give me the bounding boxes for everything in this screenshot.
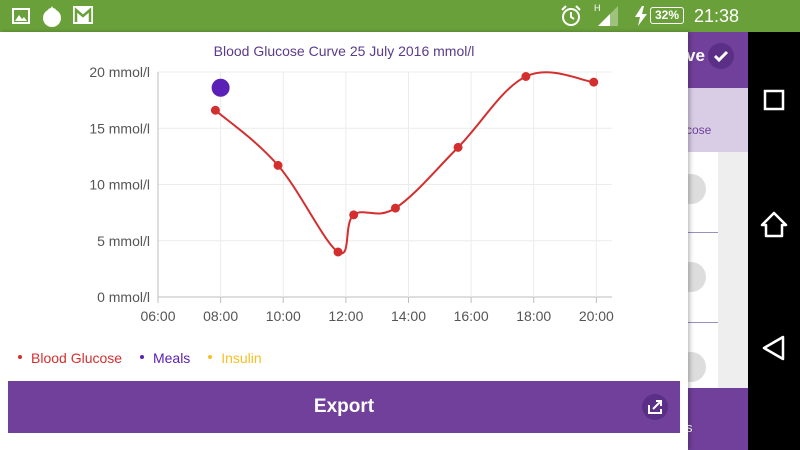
x-tick-label: 06:00 [140,308,175,324]
recents-square-icon[interactable] [758,84,790,116]
gmail-icon [73,6,93,24]
export-label: Export [313,396,375,417]
y-tick-label: 0 mmol/l [97,289,150,305]
y-tick-label: 5 mmol/l [97,233,150,249]
x-tick-label: 12:00 [328,308,363,324]
blood-glucose-line [214,71,594,255]
legend-item-blood-glucose[interactable]: Blood Glucose [18,350,122,366]
legend-label: Insulin [221,350,262,366]
chart-dialog: Blood Glucose Curve 25 July 2016 mmol/l … [0,32,688,450]
blood-glucose-point[interactable] [589,77,599,87]
legend-dot-icon [139,355,144,360]
meal-point[interactable] [211,78,230,97]
blood-glucose-point[interactable] [521,72,531,81]
x-tick-label: 18:00 [516,308,551,324]
background-app: ve cose s [676,32,748,450]
x-tick-label: 10:00 [266,308,301,324]
background-bottom-text: s [686,420,693,435]
x-tick-label: 14:00 [391,308,426,324]
blood-glucose-point[interactable] [210,105,220,115]
background-tab: cose [686,88,748,152]
background-app-header: ve [686,32,748,88]
back-icon[interactable] [758,332,790,364]
legend-dot-icon [18,355,22,360]
legend-item-insulin[interactable]: Insulin [208,350,262,366]
legend-label: Meals [152,350,191,366]
home-icon[interactable] [758,209,790,241]
blood-glucose-point[interactable] [333,247,343,257]
navigation-bar [748,32,800,450]
legend-label: Blood Glucose [31,350,123,366]
blood-glucose-point[interactable] [453,142,463,152]
glucose-chart: Blood Glucose Curve 25 July 2016 mmol/l … [89,43,614,324]
chart-legend: Blood Glucose Meals Insulin [18,350,276,366]
background-tab-label: cose [686,123,712,137]
x-tick-label: 20:00 [579,308,614,324]
y-tick-label: 15 mmol/l [89,120,150,136]
network-type-label: H [594,3,601,13]
export-button[interactable]: Export [8,381,680,433]
list-divider [686,322,718,323]
blood-glucose-point[interactable] [349,210,359,220]
signal-icon [598,6,618,26]
x-tick-label: 16:00 [454,308,489,324]
chart-title: Blood Glucose Curve 25 July 2016 mmol/l [214,43,475,59]
clock-time: 21:38 [694,6,740,26]
background-bottom-bar: s [686,388,748,450]
background-action-text: ve [686,46,705,65]
alarm-icon [561,5,581,26]
blood-glucose-point[interactable] [273,160,283,170]
background-list [676,152,748,390]
legend-dot-icon [208,355,213,360]
status-bar: H 32% 21:38 [0,0,800,32]
list-scroll-track [718,152,748,390]
battery-percent: 32% [654,8,680,22]
share-icon[interactable] [642,394,668,420]
legend-item-meals[interactable]: Meals [139,350,191,366]
check-icon[interactable] [708,43,734,69]
y-tick-label: 20 mmol/l [89,64,150,80]
y-tick-label: 10 mmol/l [89,177,150,193]
list-divider [686,232,718,233]
x-tick-label: 08:00 [203,308,238,324]
charging-icon [635,6,647,26]
battery-indicator: 32% [650,7,684,24]
tomato-app-icon [43,6,61,27]
blood-glucose-point[interactable] [390,203,400,213]
gallery-icon [12,8,30,24]
